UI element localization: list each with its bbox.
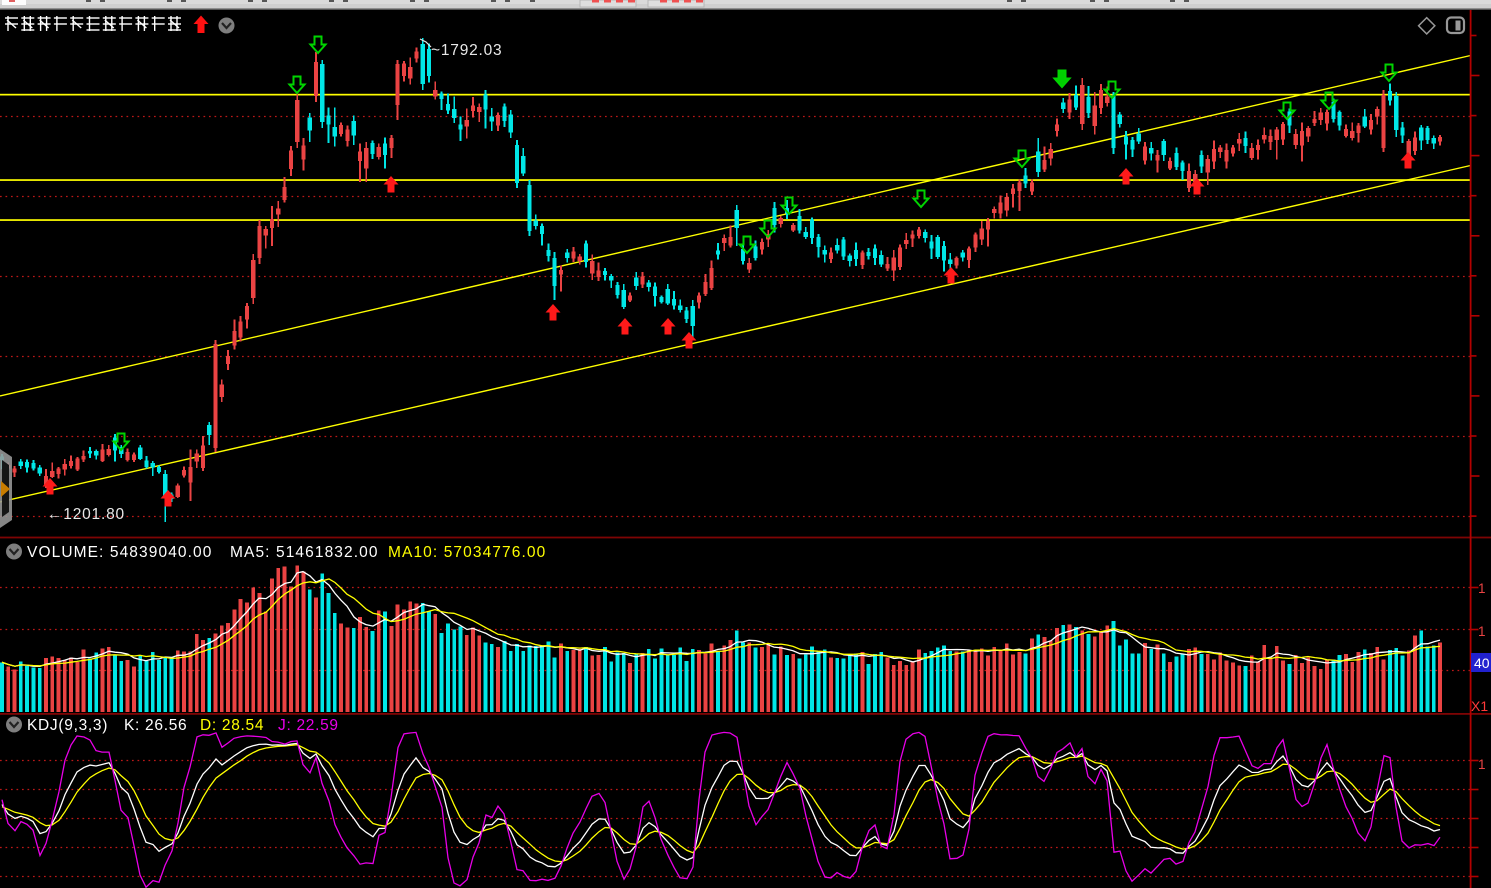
svg-text:X1: X1 — [1471, 698, 1488, 714]
svg-text:MA10: 57034776.00: MA10: 57034776.00 — [388, 544, 546, 561]
svg-text:←1201.80: ←1201.80 — [47, 506, 125, 523]
svg-text:1: 1 — [1478, 757, 1486, 772]
svg-text:40: 40 — [1474, 655, 1490, 671]
svg-text:KDJ(9,3,3): KDJ(9,3,3) — [27, 717, 108, 734]
svg-text:VOLUME: 54839040.00: VOLUME: 54839040.00 — [27, 544, 212, 561]
svg-text:K: 26.56: K: 26.56 — [124, 717, 187, 734]
svg-text:~1792.03: ~1792.03 — [431, 42, 502, 59]
svg-text:MA5: 51461832.00: MA5: 51461832.00 — [230, 544, 379, 561]
svg-text:1: 1 — [1478, 581, 1486, 596]
svg-text:J: 22.59: J: 22.59 — [278, 717, 339, 734]
svg-text:D: 28.54: D: 28.54 — [200, 717, 264, 734]
svg-text:1: 1 — [1478, 624, 1486, 639]
